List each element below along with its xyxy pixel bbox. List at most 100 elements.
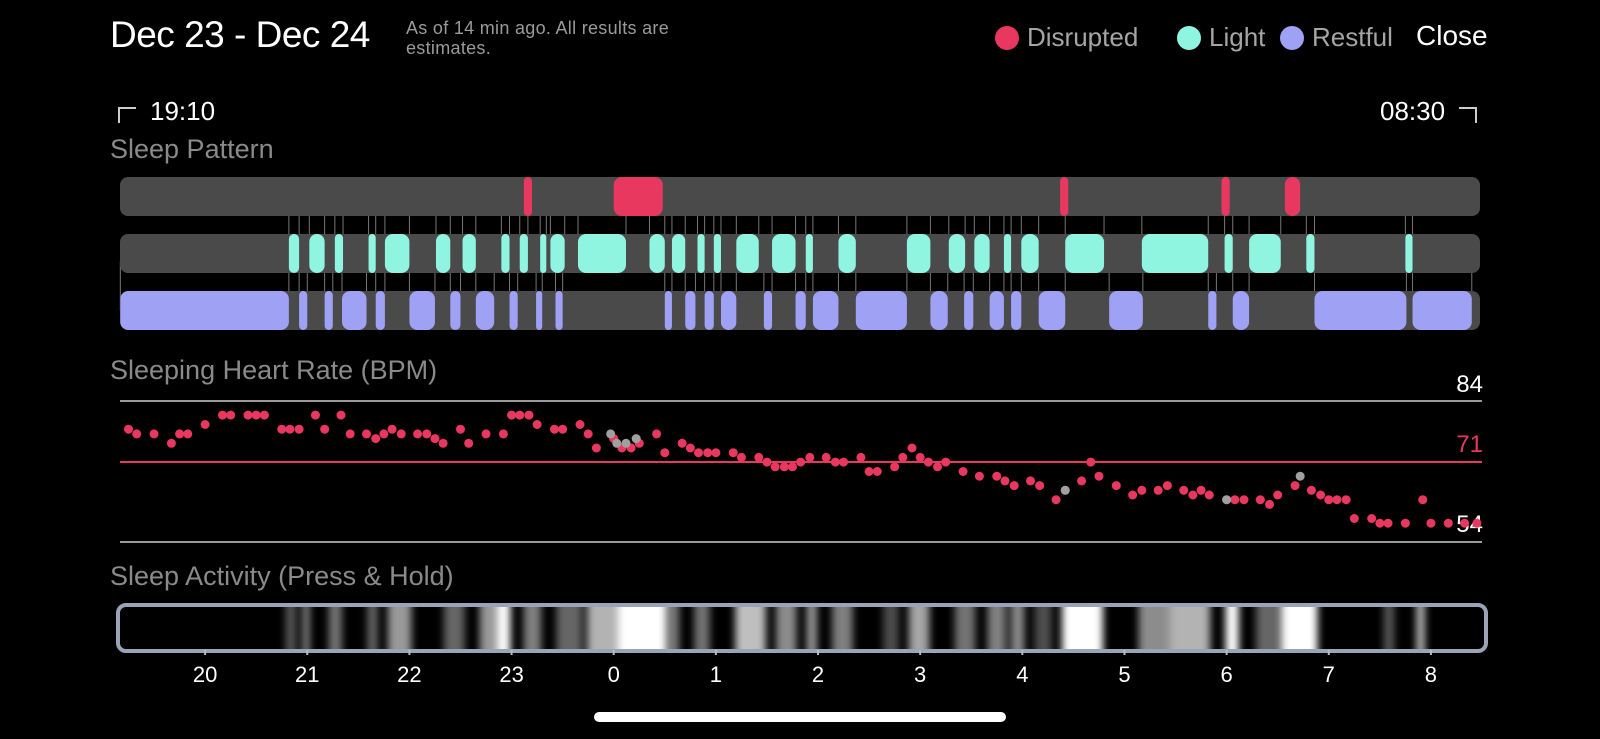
- sleep-segment-light: [713, 234, 721, 273]
- heart-rate-point: [1472, 518, 1482, 528]
- tick-label: 8: [1425, 662, 1437, 687]
- heart-rate-point: [1324, 495, 1334, 505]
- heart-rate-point: [200, 420, 210, 429]
- sleep-segment-restful: [685, 291, 696, 330]
- time-axis: 20 21 22 23 0 1 2 3 4 5 6 7 8: [193, 650, 1437, 687]
- sleep-segment-restful: [720, 291, 737, 330]
- heart-rate-point: [1035, 481, 1045, 491]
- heart-rate-point: [1367, 514, 1377, 523]
- tick-label: 3: [914, 662, 926, 687]
- sleep-activity-bar[interactable]: [116, 603, 1488, 653]
- heart-rate-point: [821, 452, 831, 462]
- tick-label: 7: [1323, 662, 1335, 687]
- home-indicator[interactable]: [594, 712, 1006, 722]
- bracket-left-icon: [118, 106, 136, 123]
- sleep-segment-restful: [536, 291, 543, 330]
- activity-band: [832, 607, 853, 649]
- tick-label: 23: [499, 662, 523, 687]
- sleep-segment-light: [736, 234, 759, 273]
- heart-rate-point: [285, 424, 295, 434]
- tick-label: 20: [193, 662, 217, 687]
- heart-rate-point: [430, 434, 440, 444]
- activity-band: [587, 607, 618, 649]
- sleep-segment-light: [540, 234, 547, 273]
- sleep-segment-restful: [1011, 291, 1022, 330]
- heart-rate-point: [1025, 476, 1035, 486]
- light-dot-icon: [1177, 25, 1201, 50]
- heart-rate-point: [413, 429, 423, 439]
- heart-rate-point: [1418, 495, 1428, 505]
- light-track: [120, 234, 1480, 273]
- close-button[interactable]: Close: [1416, 20, 1488, 51]
- heart-rate-point: [796, 457, 806, 467]
- sleep-segment-light: [772, 234, 796, 273]
- heart-rate-missing-point: [612, 438, 622, 448]
- heart-rate-point: [1204, 490, 1214, 500]
- sleep-segment-restful: [664, 291, 672, 330]
- sleep-pattern-heading: Sleep Pattern: [110, 134, 274, 164]
- sleep-segment-light: [1021, 234, 1039, 273]
- heart-rate-point: [310, 410, 320, 420]
- sleep-segment-restful: [450, 291, 461, 330]
- heart-rate-point: [856, 452, 866, 462]
- sleep-segment-light: [671, 234, 686, 273]
- end-time-label: 08:30: [1380, 96, 1446, 126]
- heart-rate-point: [583, 429, 593, 439]
- heart-rate-point: [1094, 471, 1104, 481]
- sleep-segment-restful: [120, 291, 289, 330]
- legend-light: Light: [1177, 22, 1265, 53]
- heart-rate-point: [515, 410, 525, 420]
- heart-rate-point: [1196, 485, 1206, 495]
- sleep-activity-heading: Sleep Activity (Press & Hold): [110, 561, 454, 591]
- tick-label: 4: [1016, 662, 1028, 687]
- sleep-segment-light: [309, 234, 325, 273]
- tick-label: 22: [397, 662, 421, 687]
- activity-band: [776, 607, 797, 649]
- tick-label: 1: [710, 662, 722, 687]
- activity-band: [908, 607, 930, 649]
- sleep-segment-restful: [989, 291, 1004, 330]
- sleep-segment-restful: [1109, 291, 1143, 330]
- heart-rate-point: [992, 471, 1002, 481]
- activity-band: [1169, 607, 1211, 649]
- heart-rate-point: [149, 429, 159, 439]
- sleep-segment-light: [1249, 234, 1281, 273]
- heart-rate-point: [1162, 481, 1172, 491]
- activity-band: [694, 607, 710, 649]
- heart-rate-point: [839, 457, 849, 467]
- sleep-segment-restful: [763, 291, 773, 330]
- sleep-segment-disrupted: [1060, 177, 1069, 216]
- heart-rate-point: [524, 410, 534, 420]
- sleep-segment-light: [550, 234, 565, 273]
- heart-rate-point: [549, 424, 559, 434]
- sleep-segment-restful: [855, 291, 907, 330]
- heart-rate-point: [1128, 490, 1138, 500]
- heart-rate-chart[interactable]: 84 71 54: [0, 370, 1600, 550]
- sleep-segment-disrupted: [523, 177, 533, 216]
- sleep-segment-restful: [1232, 291, 1250, 330]
- heart-rate-point: [387, 424, 397, 434]
- heart-rate-point: [1255, 495, 1265, 505]
- activity-band: [303, 607, 310, 649]
- heart-rate-point: [1273, 490, 1283, 500]
- heart-rate-point: [1086, 457, 1096, 467]
- heart-rate-point: [974, 471, 984, 481]
- heart-rate-point: [1400, 518, 1410, 528]
- sleep-segment-light: [519, 234, 528, 273]
- legend-restful: Restful: [1280, 22, 1393, 53]
- tick-label: 6: [1220, 662, 1232, 687]
- sleep-segment-restful: [1038, 291, 1066, 330]
- sleep-segment-light: [1003, 234, 1012, 273]
- sleep-segment-restful: [964, 291, 974, 330]
- heart-rate-point: [132, 429, 142, 439]
- heart-rate-point: [422, 429, 432, 439]
- heart-rate-point: [396, 429, 406, 439]
- tick-label: 2: [812, 662, 824, 687]
- activity-band: [883, 607, 899, 649]
- heart-rate-heading: Sleeping Heart Rate (BPM): [110, 355, 438, 385]
- heart-rate-point: [575, 420, 585, 429]
- sleep-pattern-chart[interactable]: [0, 170, 1600, 340]
- sleep-segment-restful: [409, 291, 435, 330]
- sleep-segment-light: [462, 234, 476, 273]
- sleep-segment-restful: [812, 291, 839, 330]
